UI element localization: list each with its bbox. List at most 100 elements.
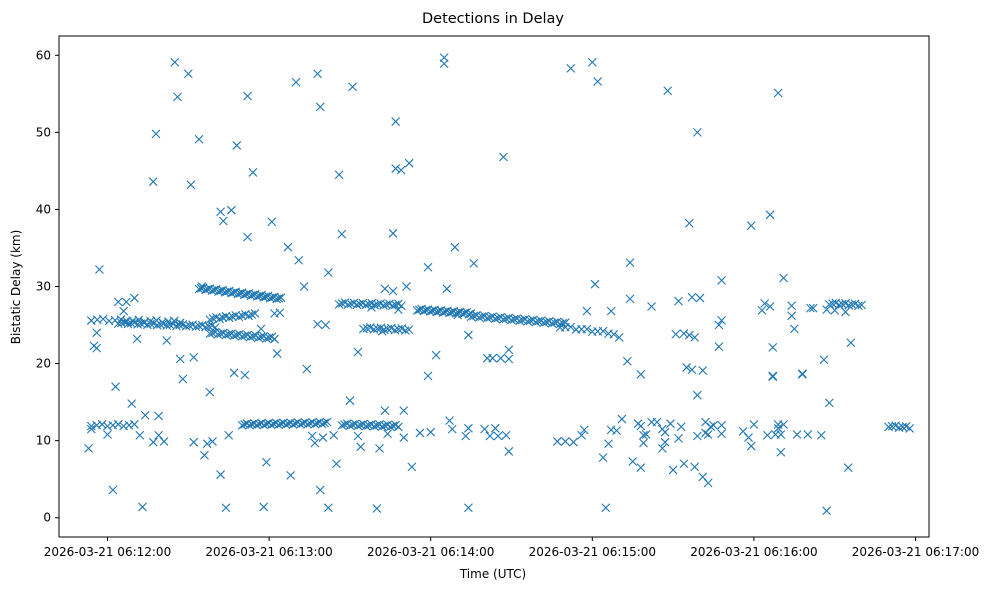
data-point [692, 431, 702, 441]
data-point [606, 306, 616, 316]
data-point [274, 420, 283, 430]
data-point [84, 443, 94, 453]
data-point [383, 429, 392, 439]
data-point [636, 369, 646, 379]
data-point [343, 300, 353, 309]
data-point [270, 334, 279, 344]
data-point [426, 427, 436, 437]
data-point [404, 158, 414, 168]
data-point [262, 334, 271, 343]
data-point [485, 312, 495, 322]
data-point [480, 424, 489, 434]
data-point [252, 420, 262, 430]
data-point [698, 366, 708, 375]
data-point [601, 503, 611, 513]
data-point [95, 265, 104, 274]
data-point [496, 353, 506, 363]
data-point [151, 129, 161, 139]
data-point [399, 406, 409, 415]
data-point [119, 306, 129, 316]
data-point [228, 312, 237, 321]
data-point [663, 86, 673, 96]
data-point [674, 296, 683, 306]
data-point [113, 297, 123, 307]
data-point [744, 433, 753, 442]
data-point [130, 293, 139, 303]
data-point [393, 324, 403, 334]
data-point [787, 301, 797, 311]
data-point [313, 319, 322, 329]
data-point [108, 485, 118, 495]
data-point [369, 325, 379, 334]
data-point [692, 390, 702, 400]
data-point [191, 322, 201, 332]
data-point [123, 319, 133, 329]
data-point [765, 302, 775, 311]
data-point [474, 312, 484, 322]
data-point [353, 421, 363, 431]
data-point [375, 443, 384, 453]
data-point [259, 420, 269, 430]
data-point [310, 438, 320, 448]
data-point [846, 338, 856, 348]
data-point [244, 311, 254, 321]
data-point [154, 411, 164, 421]
data-point [671, 329, 681, 339]
data-point [213, 329, 223, 339]
data-point [684, 218, 694, 228]
data-point [396, 165, 406, 175]
data-point [582, 324, 592, 334]
data-point [555, 319, 565, 329]
data-point [275, 308, 285, 318]
data-point [189, 353, 199, 362]
data-point [256, 332, 266, 342]
data-point [332, 459, 341, 469]
data-point [345, 396, 355, 405]
data-point [302, 364, 312, 374]
data-point [604, 329, 613, 339]
data-point [534, 316, 543, 326]
points-layer [84, 53, 914, 516]
data-point [854, 301, 863, 311]
y-tick-label: 60 [36, 48, 51, 62]
data-point [439, 59, 449, 69]
data-point [857, 300, 867, 310]
x-tick-label: 2026-03-21 06:16:00 [690, 545, 817, 559]
data-point [598, 326, 608, 336]
data-point [803, 430, 813, 439]
data-point [86, 421, 96, 431]
x-axis-label: Time (UTC) [459, 567, 526, 581]
data-point [690, 462, 700, 472]
data-point [317, 419, 327, 429]
data-point [404, 325, 414, 335]
data-point [714, 320, 724, 330]
y-tick-label: 30 [36, 280, 51, 294]
data-point [647, 302, 656, 311]
data-point [709, 420, 718, 430]
data-point [172, 321, 181, 331]
data-point [768, 343, 778, 352]
data-point [749, 420, 759, 429]
data-point [291, 77, 301, 87]
data-point [385, 422, 395, 432]
data-point [501, 430, 511, 440]
data-point [98, 314, 108, 324]
data-point [402, 282, 411, 291]
data-point [388, 301, 397, 311]
data-point [639, 438, 648, 448]
data-point [765, 210, 775, 220]
data-point [364, 420, 374, 430]
data-point [189, 437, 199, 447]
data-point [322, 417, 332, 427]
data-point [205, 315, 215, 325]
data-point [121, 297, 131, 307]
data-point [281, 420, 291, 430]
data-point [248, 168, 258, 177]
data-point [523, 316, 533, 326]
data-point [372, 504, 382, 513]
data-point [119, 421, 129, 431]
data-point [887, 421, 897, 431]
data-point [439, 53, 449, 62]
data-point [111, 382, 120, 392]
